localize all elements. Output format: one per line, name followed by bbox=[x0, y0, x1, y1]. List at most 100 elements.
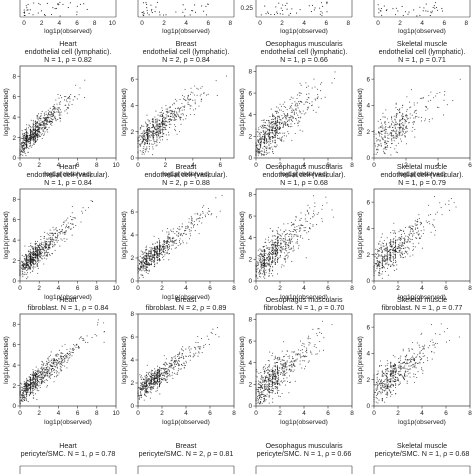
data-point bbox=[45, 247, 47, 249]
y-tick-label: 6 bbox=[248, 90, 252, 97]
data-point bbox=[175, 242, 177, 245]
data-point bbox=[263, 138, 265, 141]
data-point bbox=[137, 137, 139, 139]
data-point bbox=[155, 121, 157, 123]
data-point bbox=[284, 233, 286, 236]
data-point bbox=[193, 94, 195, 96]
data-point bbox=[169, 110, 171, 112]
data-point bbox=[263, 139, 265, 141]
data-point bbox=[195, 108, 197, 110]
x-tick-label: 2 bbox=[160, 285, 164, 292]
data-point bbox=[380, 132, 382, 134]
data-point bbox=[49, 235, 51, 237]
data-point bbox=[413, 232, 415, 234]
data-point bbox=[149, 127, 151, 129]
data-point bbox=[271, 132, 273, 134]
data-point bbox=[258, 151, 260, 154]
data-point bbox=[431, 12, 433, 14]
data-point bbox=[259, 272, 261, 274]
data-point bbox=[444, 203, 447, 205]
x-tick-label: 6 bbox=[468, 162, 472, 169]
data-point bbox=[165, 104, 167, 107]
data-point bbox=[282, 123, 284, 125]
data-point bbox=[54, 249, 56, 251]
data-point bbox=[38, 136, 40, 138]
data-point bbox=[198, 105, 200, 107]
data-point bbox=[276, 132, 278, 134]
data-point bbox=[263, 126, 265, 128]
data-point bbox=[421, 116, 423, 118]
data-point bbox=[21, 254, 23, 256]
data-point bbox=[20, 143, 23, 145]
data-point bbox=[182, 240, 184, 242]
data-point bbox=[45, 255, 47, 257]
y-tick-label: 4 bbox=[366, 226, 370, 233]
data-point bbox=[19, 148, 21, 150]
data-point bbox=[378, 133, 380, 135]
data-point bbox=[174, 118, 176, 120]
data-point bbox=[407, 241, 409, 243]
data-point bbox=[291, 233, 293, 235]
data-point bbox=[313, 195, 315, 197]
data-point bbox=[298, 117, 300, 119]
data-point bbox=[326, 202, 328, 204]
data-point bbox=[154, 140, 156, 143]
data-point bbox=[403, 247, 405, 250]
data-point bbox=[170, 112, 172, 114]
x-tick-label: 4 bbox=[420, 285, 424, 292]
data-point bbox=[255, 274, 257, 276]
data-point bbox=[166, 244, 168, 247]
data-point bbox=[33, 2, 35, 4]
data-point bbox=[268, 141, 270, 143]
data-point bbox=[59, 102, 61, 104]
data-point bbox=[392, 256, 394, 258]
panel-title-line: endothelial cell (lymphatic). bbox=[25, 47, 112, 56]
data-point bbox=[163, 120, 165, 122]
data-point bbox=[413, 120, 415, 122]
data-point bbox=[295, 216, 297, 218]
data-point bbox=[302, 224, 304, 226]
data-point bbox=[288, 118, 290, 120]
data-point bbox=[22, 263, 24, 265]
data-point bbox=[373, 136, 375, 138]
data-point bbox=[271, 128, 273, 130]
data-point bbox=[384, 135, 386, 137]
data-point bbox=[207, 93, 209, 95]
data-point bbox=[22, 265, 24, 267]
data-point bbox=[379, 262, 381, 264]
data-point bbox=[215, 80, 217, 82]
data-point bbox=[264, 277, 266, 279]
data-point bbox=[275, 6, 277, 8]
data-point bbox=[146, 129, 149, 132]
data-point bbox=[268, 143, 270, 145]
data-point bbox=[334, 77, 336, 79]
data-point bbox=[262, 259, 264, 261]
data-point bbox=[154, 255, 156, 257]
data-point bbox=[148, 250, 150, 252]
data-point bbox=[44, 251, 46, 253]
y-tick-label: 8 bbox=[248, 69, 252, 76]
data-point bbox=[64, 233, 66, 236]
data-point bbox=[49, 229, 51, 231]
data-point bbox=[306, 101, 308, 103]
data-point bbox=[155, 247, 157, 249]
data-point bbox=[275, 251, 277, 253]
data-point bbox=[56, 233, 59, 235]
data-point bbox=[399, 119, 401, 121]
data-point bbox=[269, 147, 271, 149]
data-point bbox=[141, 261, 143, 263]
data-point bbox=[175, 11, 177, 13]
y-tick-label: 8 bbox=[248, 192, 252, 199]
data-point bbox=[173, 237, 175, 239]
data-point bbox=[314, 206, 316, 208]
data-point bbox=[290, 230, 292, 233]
data-point bbox=[43, 250, 45, 252]
data-point bbox=[261, 259, 263, 261]
data-point bbox=[411, 235, 414, 237]
data-point bbox=[158, 125, 160, 128]
data-point bbox=[176, 114, 178, 116]
data-point bbox=[427, 108, 429, 110]
data-point bbox=[55, 120, 57, 122]
data-point bbox=[272, 244, 274, 246]
data-point bbox=[287, 255, 289, 257]
